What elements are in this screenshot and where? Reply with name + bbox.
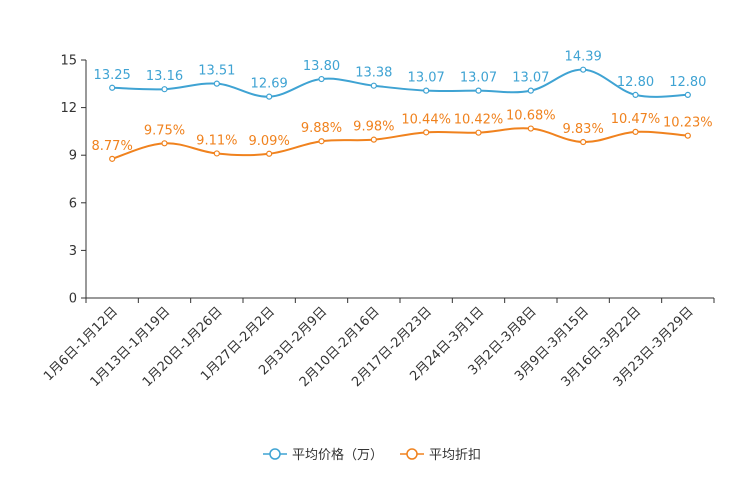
series-0-data-label: 13.25	[94, 68, 131, 83]
series-1-point[interactable]	[684, 132, 691, 139]
series-0-point[interactable]	[161, 86, 168, 93]
series-1-data-label: 9.11%	[196, 133, 237, 148]
series-1-point[interactable]	[318, 138, 325, 145]
y-tick-label: 0	[69, 292, 77, 307]
legend-marker-icon	[406, 448, 418, 460]
series-0-data-label: 12.80	[617, 75, 654, 90]
series-0-point[interactable]	[527, 87, 534, 94]
series-0-data-label: 12.69	[251, 77, 288, 92]
series-0-point[interactable]	[580, 66, 587, 73]
series-1-data-label: 9.75%	[144, 123, 185, 138]
y-tick-label: 3	[69, 244, 77, 259]
series-0-data-label: 13.07	[408, 71, 445, 86]
series-1-data-label: 10.44%	[401, 112, 451, 127]
series-1-data-label: 10.68%	[506, 109, 556, 124]
legend[interactable]: 平均价格（万） 平均折扣	[263, 447, 481, 463]
series-1-point[interactable]	[580, 138, 587, 146]
series-0-data-label: 13.07	[512, 71, 549, 86]
series-0-point[interactable]	[370, 82, 377, 89]
legend-marker-icon	[269, 448, 281, 460]
y-tick-label: 9	[69, 149, 77, 164]
series-0: 13.25 13.16 13.51 12.69 13.80 13.38 13.07 13.07…	[94, 50, 706, 100]
series-1-data-label: 8.77%	[92, 139, 133, 154]
y-tick-label: 6	[69, 196, 77, 211]
y-tick-label: 15	[60, 54, 77, 69]
series-0-point[interactable]	[266, 93, 273, 100]
series-1-data-label: 9.09%	[249, 134, 290, 149]
series-1: 8.77%9.75%9.11% 9.09%9.88% 9.98% 10.44% 10.4…	[92, 109, 713, 162]
series-1-data-label: 9.88%	[301, 121, 342, 136]
series-1-point[interactable]	[370, 136, 377, 143]
series-0-data-label: 14.39	[565, 50, 602, 65]
series-0-point[interactable]	[109, 84, 116, 91]
series-0-data-label: 13.80	[303, 59, 340, 74]
series-1-point[interactable]	[213, 150, 220, 157]
series-1-line	[111, 127, 688, 160]
series-1-point[interactable]	[423, 129, 430, 136]
series-0-point[interactable]	[318, 75, 325, 83]
series-0-data-label: 13.07	[460, 71, 497, 86]
series-0-data-label: 13.51	[198, 64, 235, 79]
series-1-point[interactable]	[266, 150, 273, 157]
series-1-data-label: 10.47%	[611, 112, 661, 127]
series-1-point[interactable]	[161, 140, 168, 147]
series-0-data-label: 13.16	[146, 69, 183, 84]
series-1-data-label: 10.23%	[663, 116, 713, 131]
y-axis: 0 3 6 9 12 15	[60, 54, 87, 307]
series-0-point[interactable]	[684, 91, 691, 99]
series-0-data-label: 13.38	[355, 66, 392, 81]
legend-item-0[interactable]: 平均价格（万）	[263, 447, 383, 463]
legend-item-1[interactable]: 平均折扣	[400, 448, 481, 463]
series-1-data-label: 9.83%	[563, 122, 604, 137]
series-1-point[interactable]	[632, 128, 639, 135]
series-0-data-label: 12.80	[669, 75, 706, 90]
series-0-point[interactable]	[632, 91, 639, 99]
series-0-point[interactable]	[213, 80, 220, 87]
legend-label: 平均价格（万）	[292, 447, 383, 463]
series-1-data-label: 10.42%	[454, 113, 504, 128]
series-1-point[interactable]	[475, 129, 482, 136]
series-1-data-label: 9.98%	[353, 120, 394, 135]
y-tick-label: 12	[60, 101, 77, 116]
series-0-point[interactable]	[475, 87, 482, 94]
series-1-point[interactable]	[527, 125, 534, 132]
series-0-point[interactable]	[423, 87, 430, 94]
series-1-point[interactable]	[109, 155, 116, 162]
series-0-line	[112, 68, 688, 98]
x-axis: 1月6日-1月12日1月13日-1月19日1月20日-1月26日1月27日-2月…	[41, 297, 715, 390]
series-layer: 13.25 13.16 13.51 12.69 13.80 13.38 13.07 13.07…	[92, 50, 713, 162]
legend-label: 平均折扣	[429, 448, 481, 463]
